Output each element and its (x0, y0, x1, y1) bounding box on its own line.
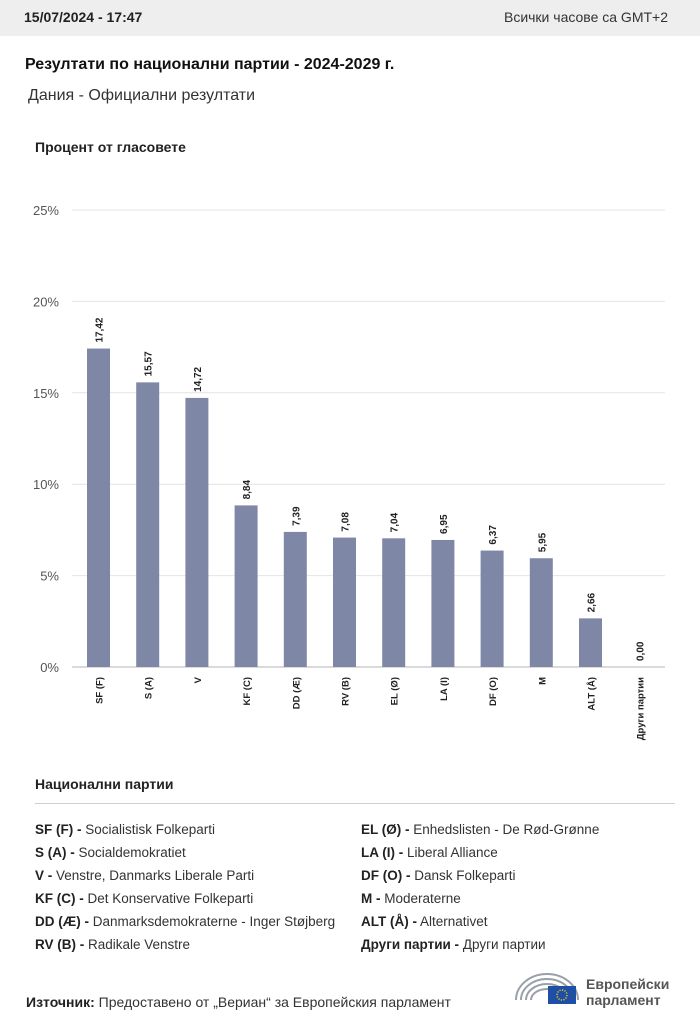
legend-code: ALT (Å) - (361, 914, 417, 929)
legend-item: DF (O) - Dansk Folkeparti (361, 868, 599, 891)
legend-item: S (A) - Socialdemokratiet (35, 845, 335, 868)
legend-title: Национални партии (35, 776, 174, 792)
y-tick-label: 0% (40, 660, 59, 675)
legend-party-name: Radikale Venstre (84, 937, 191, 952)
data-label: 7,39 (291, 506, 302, 526)
legend-item: DD (Æ) - Danmarksdemokraterne - Inger St… (35, 914, 335, 937)
y-tick-label: 15% (33, 386, 59, 401)
data-label: 8,84 (242, 480, 253, 500)
data-label: 2,66 (587, 592, 598, 612)
legend-party-name: Danmarksdemokraterne - Inger Støjberg (89, 914, 336, 929)
bar (480, 550, 504, 667)
european-parliament-logo: Европейски парламент (514, 970, 684, 1010)
logo-text: Европейски парламент (586, 976, 669, 1008)
chart-subtitle: Дания - Официални резултати (28, 87, 256, 104)
bar (333, 537, 356, 667)
data-label: 7,04 (390, 512, 401, 532)
x-tick-label: RV (B) (341, 677, 352, 706)
bar (529, 558, 553, 667)
data-label: 14,72 (193, 366, 204, 391)
data-label: 6,37 (488, 525, 499, 545)
legend-party-name: Venstre, Danmarks Liberale Parti (52, 868, 255, 883)
legend-item: V - Venstre, Danmarks Liberale Parti (35, 868, 335, 891)
legend-party-name: Enhedslisten - De Rød-Grønne (409, 822, 600, 837)
timestamp: 15/07/2024 - 17:47 (24, 9, 143, 25)
legend-column-left: SF (F) - Socialistisk Folkeparti S (A) - … (35, 822, 335, 960)
x-tick-label: KF (C) (242, 677, 253, 706)
x-tick-label: SF (F) (95, 677, 106, 704)
legend-item: LA (I) - Liberal Alliance (361, 845, 599, 868)
y-tick-label: 10% (33, 477, 59, 492)
x-tick-label: V (193, 676, 204, 683)
legend-code: DF (O) - (361, 868, 411, 883)
legend-code: V - (35, 868, 53, 883)
legend-code: LA (I) - (361, 845, 404, 860)
y-tick-label: 25% (33, 203, 59, 218)
x-tick-label: ALT (Å) (587, 677, 598, 711)
legend-party-name: Alternativet (416, 914, 488, 929)
top-bar: 15/07/2024 - 17:47 Всички часове са GMT+… (0, 0, 700, 36)
legend-code: Други партии - (361, 937, 460, 952)
data-label: 7,08 (341, 512, 352, 532)
legend-item: KF (C) - Det Konservative Folkeparti (35, 891, 335, 914)
legend-item: ALT (Å) - Alternativet (361, 914, 599, 937)
data-label: 6,95 (439, 514, 450, 534)
legend-divider (35, 803, 675, 804)
legend-code: EL (Ø) - (361, 822, 410, 837)
legend-column-right: EL (Ø) - Enhedslisten - De Rød-Grønne LA … (361, 822, 599, 960)
y-tick-label: 20% (33, 294, 59, 309)
legend-party-name: Moderaterne (380, 891, 461, 906)
timezone-note: Всички часове са GMT+2 (503, 9, 668, 25)
bar (382, 538, 406, 667)
legend-party-name: Det Konservative Folkeparti (83, 891, 254, 906)
legend-code: S (A) - (35, 845, 75, 860)
bar (185, 397, 209, 667)
legend-party-name: Socialdemokratiet (74, 845, 186, 860)
legend-item: Други партии - Други партии (361, 937, 599, 960)
data-label: 5,95 (537, 532, 548, 552)
bar-chart: 0% 5% 10% 15% 20% 25% 17,42 SF (F) 15,57 S (A) 14,… (33, 203, 665, 740)
legend-item: M - Moderaterne (361, 891, 599, 914)
x-tick-label: S (A) (144, 677, 155, 699)
source-note: Източник: Предоставено от „Вериан“ за Ев… (26, 994, 451, 1010)
legend-item: SF (F) - Socialistisk Folkeparti (35, 822, 335, 845)
y-axis-label: Процент от гласовете (35, 139, 186, 155)
bar (87, 348, 110, 667)
parliament-emblem-icon (515, 973, 579, 1004)
bar (283, 531, 307, 667)
data-label: 17,42 (95, 317, 106, 342)
x-tick-label: DD (Æ) (291, 677, 302, 709)
legend-party-name: Dansk Folkeparti (410, 868, 516, 883)
legend-party-name: Socialistisk Folkeparti (81, 822, 216, 837)
bar (431, 539, 455, 667)
legend-code: RV (B) - (35, 937, 85, 952)
chart-title: Резултати по национални партии - 2024-20… (25, 56, 395, 73)
legend-code: DD (Æ) - (35, 914, 89, 929)
logo-line-2: парламент (586, 992, 661, 1008)
legend-code: M - (361, 891, 381, 906)
legend-item: EL (Ø) - Enhedslisten - De Rød-Grønne (361, 822, 599, 845)
source-label: Източник: (26, 994, 95, 1010)
source-text: Предоставено от „Вериан“ за Европейския … (98, 994, 451, 1010)
x-tick-label: EL (Ø) (390, 677, 401, 705)
x-tick-label: LA (I) (439, 677, 450, 701)
logo-line-1: Европейски (586, 976, 670, 992)
legend-item: RV (B) - Radikale Venstre (35, 937, 335, 960)
data-label: 0,00 (636, 641, 647, 661)
bar (234, 505, 258, 667)
legend-party-name: Други партии (459, 937, 546, 952)
x-tick-label: DF (O) (488, 677, 499, 706)
legend-code: SF (F) - (35, 822, 82, 837)
x-tick-label: Други партии (636, 677, 647, 740)
legend-party-name: Liberal Alliance (403, 845, 498, 860)
legend-code: KF (C) - (35, 891, 84, 906)
bar (579, 618, 602, 667)
bar (136, 382, 160, 667)
data-label: 15,57 (144, 351, 155, 376)
y-tick-label: 5% (40, 569, 59, 584)
x-tick-label: M (537, 677, 548, 685)
